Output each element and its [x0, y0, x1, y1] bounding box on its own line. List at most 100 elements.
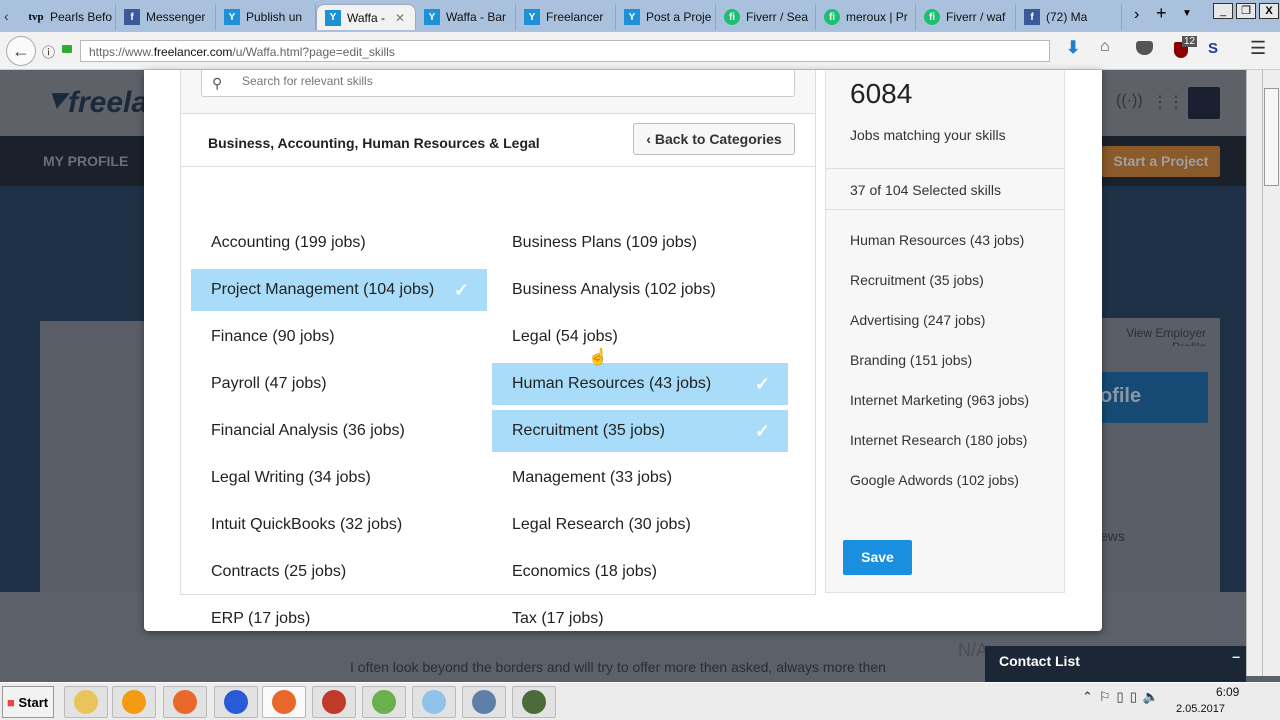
profile-card [40, 321, 150, 601]
skills-panel: ⚲ Search for relevant skills Business, A… [180, 70, 816, 627]
skill-option[interactable]: Recruitment (35 jobs) ✓ [492, 410, 788, 452]
close-window-button[interactable]: X [1259, 3, 1279, 19]
skill-option[interactable]: Business Plans (109 jobs) [492, 222, 788, 264]
minimize-contact-list-icon[interactable]: – [1232, 648, 1240, 664]
taskbar-notepad-button[interactable] [412, 686, 456, 718]
skill-label: Contracts (25 jobs) [211, 563, 347, 580]
url-bar[interactable]: https://www.freelancer.com/u/Waffa.html?… [80, 40, 1050, 62]
chevron-left-icon: ‹ [646, 131, 655, 147]
browser-icon [224, 690, 248, 714]
skill-option[interactable]: Payroll (47 jobs) [191, 363, 487, 405]
browser-tab[interactable]: tvp Pearls Befo [20, 4, 116, 30]
tab-title: Fiverr / waf [946, 10, 1006, 24]
taskbar-explorer-button[interactable] [64, 686, 108, 718]
firefox-active-icon [272, 690, 296, 714]
skill-option[interactable]: Economics (18 jobs) [492, 551, 788, 593]
browser-tab[interactable]: fi meroux | Pr [816, 4, 916, 30]
menu-icon[interactable]: ☰ [1250, 38, 1267, 58]
nav-my-profile[interactable]: MY PROFILE [43, 153, 129, 169]
skill-option[interactable]: Finance (90 jobs) [191, 316, 487, 358]
notifications-icon[interactable]: ((·)) [1116, 92, 1143, 109]
about-text: I often look beyond the borders and will… [350, 659, 886, 675]
browser-tab[interactable]: f Messenger [116, 4, 216, 30]
scrollbar-thumb[interactable] [1264, 88, 1279, 186]
skill-option[interactable]: Business Analysis (102 jobs) [492, 269, 788, 311]
start-button[interactable]: ■ Start [2, 686, 54, 718]
skill-label: Accounting (199 jobs) [211, 234, 366, 251]
selected-skill-item[interactable]: Branding (151 jobs) [850, 352, 973, 368]
skill-option[interactable]: Accounting (199 jobs) [191, 222, 487, 264]
taskbar-media-player-button[interactable] [112, 686, 156, 718]
home-icon[interactable]: ⌂ [1100, 38, 1110, 55]
apps-grid-icon[interactable]: ⋮⋮ [1152, 94, 1184, 111]
pocket-icon[interactable] [1136, 41, 1153, 55]
url-path: /u/Waffa.html?page=edit_skills [232, 45, 395, 59]
toolbox-icon [322, 690, 346, 714]
back-to-categories-button[interactable]: ‹ Back to Categories [633, 123, 795, 155]
restore-button[interactable]: ❐ [1236, 3, 1256, 19]
tab-title: Fiverr / Sea [746, 10, 809, 24]
clock-date[interactable]: 2.05.2017 [1176, 703, 1225, 715]
browser-tab[interactable]: Y Publish un [216, 4, 316, 30]
taskbar-firefox-button[interactable] [163, 686, 207, 718]
selected-skill-item[interactable]: Human Resources (43 jobs) [850, 232, 1025, 248]
selected-skill-item[interactable]: Advertising (247 jobs) [850, 312, 986, 328]
network-icon [472, 690, 496, 714]
skill-option[interactable]: Contracts (25 jobs) [191, 551, 487, 593]
browser-tab[interactable]: f (72) Ma [1016, 4, 1122, 30]
skill-option[interactable]: Financial Analysis (36 jobs) [191, 410, 487, 452]
save-button[interactable]: Save [843, 540, 912, 575]
taskbar-browser-button[interactable] [214, 686, 258, 718]
browser-tab[interactable]: fi Fiverr / waf [916, 4, 1016, 30]
skill-option[interactable]: ERP (17 jobs) [191, 598, 487, 640]
selected-skill-item[interactable]: Recruitment (35 jobs) [850, 272, 984, 288]
skill-option[interactable]: Intuit QuickBooks (32 jobs) [191, 504, 487, 546]
selected-skill-item[interactable]: Internet Research (180 jobs) [850, 432, 1028, 448]
browser-tab[interactable]: Y Post a Proje [616, 4, 716, 30]
taskbar-toolbox-button[interactable] [312, 686, 356, 718]
taskbar-firefox-active-button[interactable] [262, 686, 306, 718]
browser-tab[interactable]: Y Waffa - Bar [416, 4, 516, 30]
fiverr-favicon-icon: fi [724, 9, 740, 25]
page-scrollbar[interactable] [1262, 70, 1280, 676]
new-tab-button[interactable]: + [1156, 3, 1167, 23]
skill-option[interactable]: Project Management (104 jobs) ✓ [191, 269, 487, 311]
start-project-button[interactable]: Start a Project [1102, 146, 1220, 177]
freelancer-favicon-icon: Y [424, 9, 440, 25]
taskbar-notepad-plus-button[interactable] [362, 686, 406, 718]
skill-label: Financial Analysis (36 jobs) [211, 422, 405, 439]
tab-list-dropdown-icon[interactable]: ▼ [1182, 8, 1192, 19]
browser-tab[interactable]: Y Waffa - ✕ [316, 4, 416, 30]
back-button[interactable]: ← [6, 36, 36, 66]
skill-option[interactable]: Tax (17 jobs) [492, 598, 788, 640]
taskbar-remote-desktop-button[interactable] [512, 686, 556, 718]
tab-bar: ‹ tvp Pearls Befo f Messenger Y Publish un Y Wa… [0, 0, 1280, 32]
modal-scrollbar[interactable] [1246, 70, 1262, 676]
skill-option[interactable]: Management (33 jobs) [492, 457, 788, 499]
avatar[interactable] [1188, 87, 1220, 119]
tabs-scroll-right-icon[interactable]: › [1134, 6, 1140, 23]
skill-search-input[interactable]: ⚲ Search for relevant skills [201, 70, 795, 97]
selected-skill-item[interactable]: Google Adwords (102 jobs) [850, 472, 1019, 488]
skill-option[interactable]: Human Resources (43 jobs) ✓ [492, 363, 788, 405]
view-employer-profile-button[interactable]: View Employer Profile [1085, 318, 1220, 354]
profile-button[interactable]: ofile [1090, 372, 1208, 423]
downloads-icon[interactable]: ⬇ [1066, 38, 1081, 57]
taskbar-network-button[interactable] [462, 686, 506, 718]
skill-option[interactable]: Legal Research (30 jobs) [492, 504, 788, 546]
browser-tab[interactable]: fi Fiverr / Sea [716, 4, 816, 30]
clock-time[interactable]: 6:09 [1216, 685, 1240, 699]
firefox-icon [173, 690, 197, 714]
skill-option[interactable]: Legal Writing (34 jobs) [191, 457, 487, 499]
info-icon[interactable]: ⓘ [42, 45, 56, 60]
close-tab-icon[interactable]: ✕ [394, 10, 405, 25]
contact-list-bar[interactable]: Contact List – [985, 646, 1246, 682]
tabs-scroll-left-icon[interactable]: ‹ [4, 8, 9, 24]
selected-skill-item[interactable]: Internet Marketing (963 jobs) [850, 392, 1029, 408]
tray-icons[interactable]: ⌃⚐▯▯🔈 [1082, 689, 1166, 704]
skill-option[interactable]: Legal (54 jobs) [492, 316, 788, 358]
browser-tab[interactable]: Y Freelancer [516, 4, 616, 30]
freelancer-favicon-icon: Y [524, 9, 540, 25]
s-addon-icon[interactable]: S [1208, 40, 1219, 57]
minimize-button[interactable]: _ [1213, 3, 1233, 19]
